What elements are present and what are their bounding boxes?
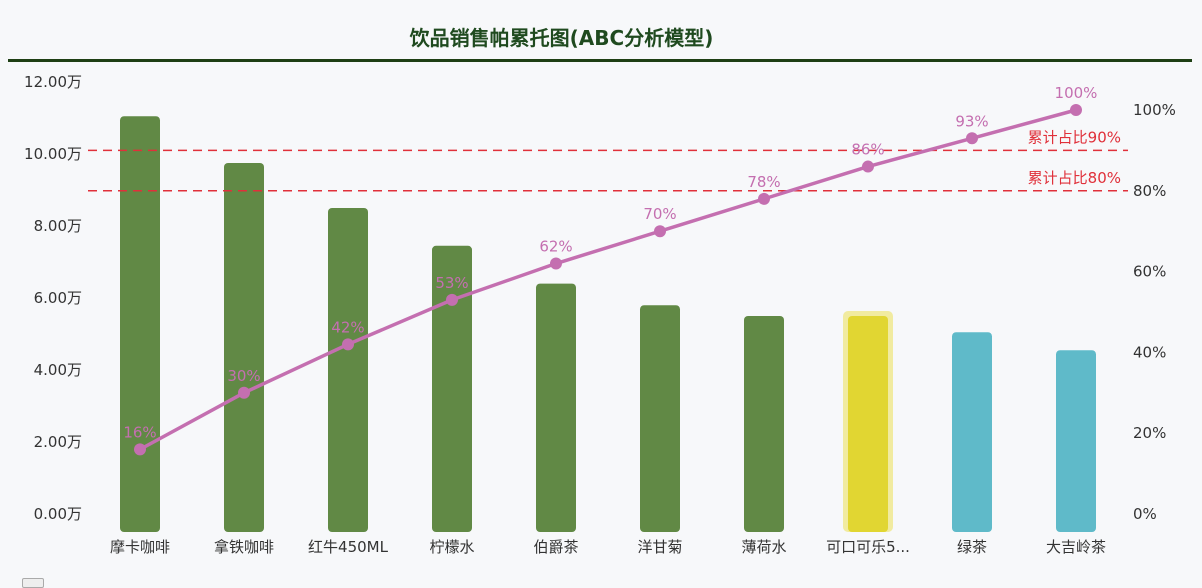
cumulative-point-label: 70%: [643, 205, 676, 223]
y-right-tick-label: 20%: [1133, 424, 1166, 442]
x-tick-label: 大吉岭茶: [1046, 538, 1106, 556]
bar: [1056, 350, 1096, 532]
cumulative-point-label: 62%: [539, 238, 572, 256]
cumulative-point-label: 93%: [955, 112, 988, 130]
y-left-tick-label: 12.00万: [24, 73, 82, 91]
cumulative-point: [446, 293, 458, 306]
bar: [120, 116, 160, 532]
x-tick-label: 洋甘菊: [637, 538, 682, 556]
bar: [744, 316, 784, 532]
y-left-tick-label: 6.00万: [34, 289, 82, 307]
chart-title: 饮品销售帕累托图(ABC分析模型): [409, 26, 714, 50]
cumulative-point-label: 86%: [851, 141, 884, 159]
x-tick-label: 拿铁咖啡: [214, 538, 274, 556]
bar: [640, 305, 680, 532]
cumulative-point: [758, 192, 770, 205]
cumulative-point: [238, 386, 250, 399]
y-right-tick-label: 0%: [1133, 505, 1157, 523]
y-left-tick-label: 4.00万: [34, 361, 82, 379]
bar: [952, 332, 992, 532]
reference-line-label: 累计占比90%: [1028, 128, 1121, 146]
x-tick-label: 绿茶: [957, 538, 987, 556]
cumulative-point-label: 16%: [123, 423, 156, 441]
cumulative-point-label: 30%: [227, 367, 260, 385]
y-left-tick-label: 10.00万: [24, 145, 82, 163]
bar: [432, 245, 472, 533]
y-right-tick-label: 40%: [1133, 343, 1166, 361]
bar: [848, 316, 888, 532]
cumulative-point: [342, 338, 354, 351]
x-tick-label: 摩卡咖啡: [110, 538, 170, 556]
y-left-tick-label: 8.00万: [34, 217, 82, 235]
x-tick-label: 柠檬水: [429, 538, 474, 556]
bar: [224, 163, 264, 532]
bar: [536, 283, 576, 532]
cumulative-point-label: 78%: [747, 173, 780, 191]
y-left-tick-label: 0.00万: [34, 505, 82, 523]
title-divider: [8, 59, 1192, 62]
cumulative-point: [862, 160, 874, 173]
y-right-tick-label: 60%: [1133, 263, 1166, 281]
x-tick-label: 薄荷水: [741, 538, 786, 556]
cumulative-point-label: 100%: [1055, 84, 1098, 102]
cumulative-point: [654, 225, 666, 238]
cumulative-point-label: 53%: [435, 274, 468, 292]
cumulative-point: [1070, 104, 1082, 116]
cumulative-point: [550, 257, 562, 270]
legend-icon[interactable]: [22, 578, 44, 588]
y-right-tick-label: 80%: [1133, 182, 1166, 200]
x-tick-label: 可口可乐5...: [826, 538, 910, 556]
x-tick-label: 伯爵茶: [533, 538, 578, 556]
bar: [328, 208, 368, 532]
y-right-tick-label: 100%: [1133, 101, 1176, 119]
cumulative-line: [139, 108, 1077, 451]
x-tick-label: 红牛450ML: [308, 538, 389, 556]
cumulative-point-label: 42%: [331, 318, 364, 336]
cumulative-point: [966, 132, 978, 145]
cumulative-point: [134, 443, 146, 456]
reference-line-label: 累计占比80%: [1028, 169, 1121, 187]
y-left-tick-label: 2.00万: [34, 433, 82, 451]
